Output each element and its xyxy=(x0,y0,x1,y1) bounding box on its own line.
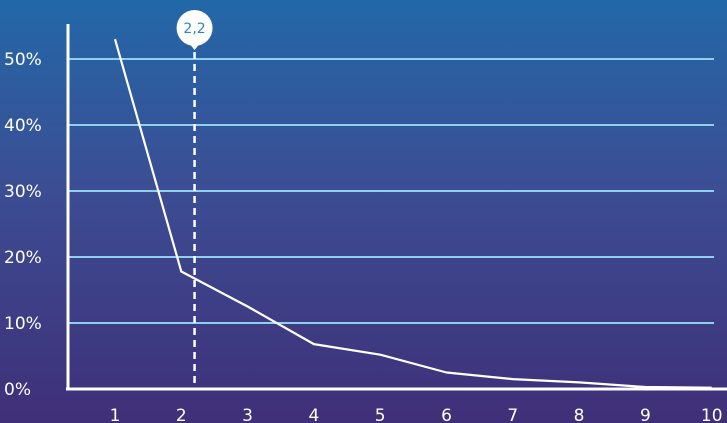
x-tick-label: 10 xyxy=(701,406,723,423)
x-tick-label: 2 xyxy=(176,406,187,423)
y-tick-label: 10% xyxy=(4,314,42,334)
x-tick-label: 5 xyxy=(375,406,386,423)
marker-label: 2,2 xyxy=(183,21,205,37)
y-tick-label: 0% xyxy=(4,380,31,400)
y-tick-label: 30% xyxy=(4,182,42,202)
axes xyxy=(66,24,727,391)
x-tick-label: 8 xyxy=(574,406,585,423)
x-tick-label: 4 xyxy=(308,406,319,423)
y-tick-label: 40% xyxy=(4,116,42,136)
x-tick-label: 7 xyxy=(507,406,518,423)
marker-bubble xyxy=(176,10,213,46)
x-tick-label: 3 xyxy=(242,406,253,423)
marker-bubble-pointer xyxy=(186,40,203,50)
y-tick-label: 20% xyxy=(4,248,42,268)
x-tick-label: 6 xyxy=(441,406,452,423)
annotation-group: 2,2 xyxy=(176,10,213,389)
x-tick-label: 1 xyxy=(110,406,121,423)
series-line xyxy=(113,38,712,389)
x-tick-label: 9 xyxy=(640,406,651,423)
x-tick-labels: 1 2 3 4 5 6 7 8 9 10 xyxy=(110,406,723,423)
gridlines xyxy=(68,58,714,324)
y-tick-labels: 0% 10% 20% 30% 40% 50% xyxy=(4,50,42,400)
series-group xyxy=(113,38,712,389)
y-tick-label: 50% xyxy=(4,50,42,70)
